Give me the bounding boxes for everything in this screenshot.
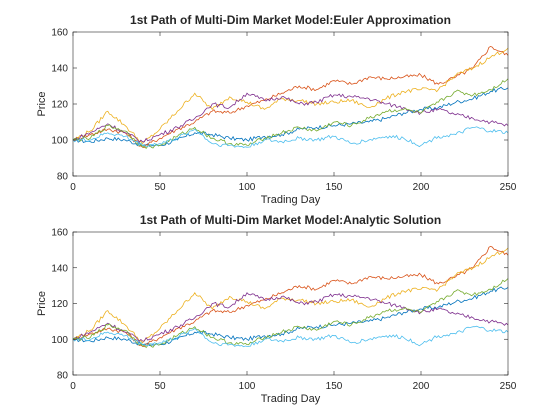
y-axis-label: Price [36, 91, 48, 116]
x-tick-label: 150 [326, 182, 343, 193]
x-axis-label: Trading Day [261, 194, 321, 206]
axes-box [72, 31, 509, 177]
series-line-6 [72, 325, 509, 348]
x-tick-label: 100 [239, 182, 256, 193]
x-tick-label: 200 [413, 182, 430, 193]
subplot-analytic: 0 50 100 150 200 250 80 100 120 140 160 1st Path of… [36, 213, 517, 405]
y-tick-label: 80 [57, 172, 69, 183]
y-tick-label: 100 [51, 136, 68, 147]
series-line-4 [72, 292, 509, 342]
chart-title: 1st Path of Multi-Dim Market Model:Analy… [140, 213, 441, 227]
x-tick-label: 250 [500, 381, 517, 392]
y-tick-label: 140 [51, 64, 68, 75]
y-tick-label: 120 [51, 299, 68, 310]
x-tick-label: 250 [500, 182, 517, 193]
y-tick-label: 120 [51, 100, 68, 111]
y-tick-label: 140 [51, 263, 68, 274]
series-line-3 [72, 47, 509, 145]
y-axis-label: Price [36, 291, 48, 316]
x-tick-label: 50 [154, 182, 166, 193]
x-tick-label: 0 [70, 381, 76, 392]
series-line-4 [72, 92, 509, 143]
chart-title: 1st Path of Multi-Dim Market Model:Euler… [130, 13, 451, 27]
y-tick-label: 160 [51, 228, 68, 239]
x-tick-label: 200 [413, 381, 430, 392]
x-tick-label: 0 [70, 182, 76, 193]
x-tick-label: 150 [326, 381, 343, 392]
y-tick-label: 80 [57, 371, 69, 382]
x-tick-label: 50 [154, 381, 166, 392]
y-tick-label: 100 [51, 335, 68, 346]
axes-box [72, 231, 509, 376]
subplot-euler: 0 50 100 150 200 250 80 100 120 140 160 1st Path of… [36, 13, 517, 206]
series-line-5 [72, 78, 509, 150]
series-line-5 [72, 278, 509, 349]
series-line-3 [72, 247, 509, 344]
x-axis-label: Trading Day [261, 393, 321, 405]
x-tick-label: 100 [239, 381, 256, 392]
y-tick-label: 160 [51, 28, 68, 39]
series-line-6 [72, 126, 509, 148]
